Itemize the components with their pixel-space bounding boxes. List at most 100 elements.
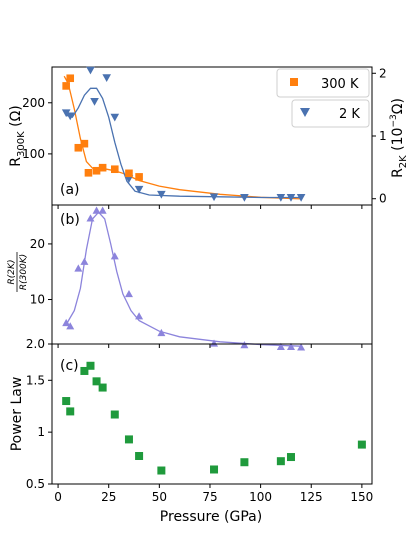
data-point-2k	[90, 98, 99, 106]
data-point-300k	[66, 74, 75, 83]
c-xtick-label: 75	[202, 490, 217, 504]
data-point-power-law	[357, 440, 366, 449]
panel-b: 2.0 10 20 (b) R(2K) R(300K)	[7, 204, 373, 351]
panel-c-frame	[51, 343, 373, 485]
data-point-power-law	[92, 377, 101, 386]
data-point-300k	[84, 169, 93, 177]
data-point-ratio	[110, 252, 119, 260]
data-point-ratio	[210, 339, 219, 347]
c-xtick-label: 150	[350, 490, 373, 504]
data-point-2k	[102, 74, 111, 82]
b-ytick-label: 20	[30, 237, 45, 251]
data-point-2k	[86, 66, 95, 75]
data-point-2k	[240, 194, 249, 202]
legend-label-2k: 2 K	[339, 107, 360, 122]
panel-b-plot: 2.0 10 20	[26, 206, 363, 351]
data-point-ratio	[135, 312, 144, 320]
panel-a-label: (a)	[60, 182, 80, 198]
c-xtick-label: 125	[300, 490, 323, 504]
power-law-axis-label: Power Law	[9, 377, 25, 452]
legend-marker-300k	[290, 78, 298, 86]
data-point-power-law	[157, 466, 166, 475]
data-point-power-law	[98, 383, 107, 392]
c-xtick-label: 100	[249, 490, 272, 504]
data-point-2k	[209, 193, 219, 202]
a-ytick-label: 100	[22, 147, 45, 161]
b-ytick-label: 2.0	[26, 337, 45, 351]
legend-marker-2k	[300, 108, 310, 117]
data-point-2k	[110, 113, 120, 122]
data-point-power-law	[240, 458, 249, 467]
data-point-ratio	[66, 322, 75, 330]
data-point-2k	[286, 194, 296, 202]
data-point-ratio	[286, 342, 295, 350]
data-point-300k	[110, 165, 119, 174]
data-point-ratio	[297, 343, 306, 351]
data-point-300k	[74, 143, 83, 152]
data-point-300k	[135, 173, 143, 181]
data-point-ratio	[74, 264, 83, 272]
c-ytick-label: 0.5	[26, 477, 45, 491]
data-point-ratio	[124, 289, 133, 298]
data-point-ratio	[86, 214, 95, 222]
data-point-300k	[80, 139, 89, 148]
a-ytick-right-label: 0	[379, 192, 387, 206]
data-point-power-law	[210, 465, 219, 474]
data-point-ratio	[98, 206, 107, 214]
data-point-ratio	[157, 328, 166, 337]
data-point-power-law	[66, 407, 75, 416]
c-xtick-label: 0	[54, 490, 62, 504]
data-point-2k	[276, 194, 286, 202]
right-axis-label: R2K (10−3Ω)	[389, 98, 409, 178]
data-point-2k	[296, 194, 306, 202]
panel-a: 100 200 0 1 2 (a) R300K (Ω) R2K (10−3Ω) 300 …	[8, 66, 409, 209]
data-point-300k	[125, 169, 133, 178]
data-point-power-law	[135, 452, 144, 460]
x-axis-label: Pressure (GPa)	[160, 509, 262, 525]
data-point-ratio	[240, 341, 249, 349]
panel-b-frame	[51, 204, 373, 345]
a-ytick-label: 200	[22, 96, 45, 110]
data-point-power-law	[80, 366, 89, 375]
c-xtick-label: 25	[101, 490, 116, 504]
data-point-ratio	[92, 206, 101, 214]
data-point-ratio	[80, 257, 89, 265]
legend-box-2k	[291, 99, 370, 128]
panel-b-label: (b)	[60, 212, 80, 228]
data-point-2k	[134, 185, 144, 194]
a-ytick-right-label: 2	[379, 66, 387, 80]
data-point-300k	[98, 163, 107, 172]
data-point-ratio	[276, 342, 285, 350]
fit-line-2k	[66, 87, 302, 199]
data-point-power-law	[124, 435, 133, 444]
ratio-numerator: R(2K)	[7, 260, 17, 285]
legend: 300 K 2 K	[276, 68, 370, 128]
data-point-power-law	[286, 453, 295, 462]
data-point-power-law	[276, 457, 285, 466]
legend-label-300k: 300 K	[321, 77, 359, 92]
panel-c-label: (c)	[60, 358, 79, 374]
data-point-power-law	[62, 397, 71, 406]
b-ytick-label: 10	[30, 293, 45, 307]
c-ytick-label: 1.5	[26, 373, 45, 387]
data-point-2k	[61, 109, 71, 118]
data-point-300k	[92, 166, 101, 175]
data-point-300k	[62, 82, 70, 90]
c-ytick-label: 1	[37, 425, 45, 439]
ratio-axis-label: R(2K) R(300K)	[7, 252, 29, 292]
panel-c-plot: 0.5 1 1.5 0 25 50 75 100 125 150	[26, 361, 373, 504]
c-xtick-label: 50	[152, 490, 167, 504]
data-point-2k	[65, 112, 75, 121]
left-axis-label: R300K (Ω)	[8, 105, 27, 166]
fit-line-ratio	[65, 211, 302, 347]
data-point-power-law	[86, 361, 95, 370]
data-point-ratio	[62, 318, 71, 327]
ratio-denominator: R(300K)	[19, 254, 29, 290]
data-point-2k	[157, 190, 166, 199]
legend-box-300k	[276, 68, 370, 98]
panel-a-plot: 100 200 0 1 2	[22, 66, 387, 209]
a-ytick-right-label: 1	[379, 129, 387, 143]
data-point-2k	[124, 175, 134, 183]
data-point-power-law	[110, 410, 119, 419]
